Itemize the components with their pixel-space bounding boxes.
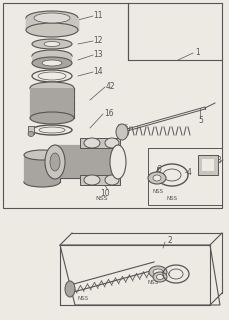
Ellipse shape: [152, 175, 160, 181]
Polygon shape: [201, 159, 213, 171]
Ellipse shape: [26, 11, 78, 25]
Ellipse shape: [39, 127, 65, 133]
Text: 11: 11: [93, 11, 102, 20]
Polygon shape: [80, 175, 120, 185]
Ellipse shape: [32, 39, 72, 49]
Text: 42: 42: [106, 82, 115, 91]
Ellipse shape: [45, 145, 65, 179]
Ellipse shape: [30, 82, 74, 94]
Text: NSS: NSS: [95, 196, 107, 201]
Ellipse shape: [105, 138, 118, 148]
Polygon shape: [80, 138, 120, 148]
Text: 2: 2: [167, 236, 172, 244]
Text: NSS: NSS: [147, 281, 158, 285]
Polygon shape: [60, 245, 219, 305]
Polygon shape: [26, 18, 78, 30]
Ellipse shape: [152, 272, 166, 282]
Ellipse shape: [28, 132, 34, 137]
Polygon shape: [28, 126, 34, 134]
Ellipse shape: [162, 169, 180, 181]
Ellipse shape: [115, 124, 128, 140]
Ellipse shape: [30, 112, 74, 124]
Text: 13: 13: [93, 50, 102, 59]
Ellipse shape: [147, 172, 165, 184]
Text: 5: 5: [197, 116, 202, 124]
Ellipse shape: [168, 269, 182, 279]
Ellipse shape: [152, 269, 162, 275]
Ellipse shape: [38, 72, 66, 80]
Ellipse shape: [65, 281, 75, 297]
Text: 14: 14: [93, 67, 102, 76]
Polygon shape: [3, 3, 221, 208]
Text: 3: 3: [215, 156, 220, 164]
Ellipse shape: [24, 177, 60, 187]
Polygon shape: [32, 56, 72, 63]
Polygon shape: [30, 88, 74, 118]
Text: 12: 12: [93, 36, 102, 44]
Text: NSS 6: NSS 6: [154, 273, 171, 277]
Ellipse shape: [34, 13, 70, 23]
Ellipse shape: [84, 175, 100, 185]
Text: 16: 16: [104, 108, 113, 117]
Text: NSS: NSS: [166, 196, 177, 201]
Ellipse shape: [50, 153, 60, 171]
Text: 1: 1: [194, 47, 199, 57]
Ellipse shape: [44, 42, 60, 46]
Ellipse shape: [32, 57, 72, 69]
Ellipse shape: [32, 50, 72, 62]
Text: 6: 6: [156, 164, 161, 173]
Ellipse shape: [148, 266, 166, 278]
Text: 10: 10: [100, 188, 109, 197]
Text: 4: 4: [186, 167, 191, 177]
Polygon shape: [55, 145, 117, 178]
Ellipse shape: [105, 175, 118, 185]
Ellipse shape: [26, 23, 78, 37]
Ellipse shape: [109, 145, 125, 179]
Text: NSS: NSS: [152, 188, 164, 194]
Text: NSS: NSS: [117, 124, 128, 129]
Ellipse shape: [24, 150, 60, 160]
Ellipse shape: [42, 60, 62, 66]
Text: NSS: NSS: [78, 295, 89, 300]
Ellipse shape: [84, 138, 100, 148]
Polygon shape: [197, 155, 217, 175]
Ellipse shape: [156, 275, 163, 279]
Polygon shape: [147, 148, 221, 205]
Polygon shape: [24, 155, 60, 182]
